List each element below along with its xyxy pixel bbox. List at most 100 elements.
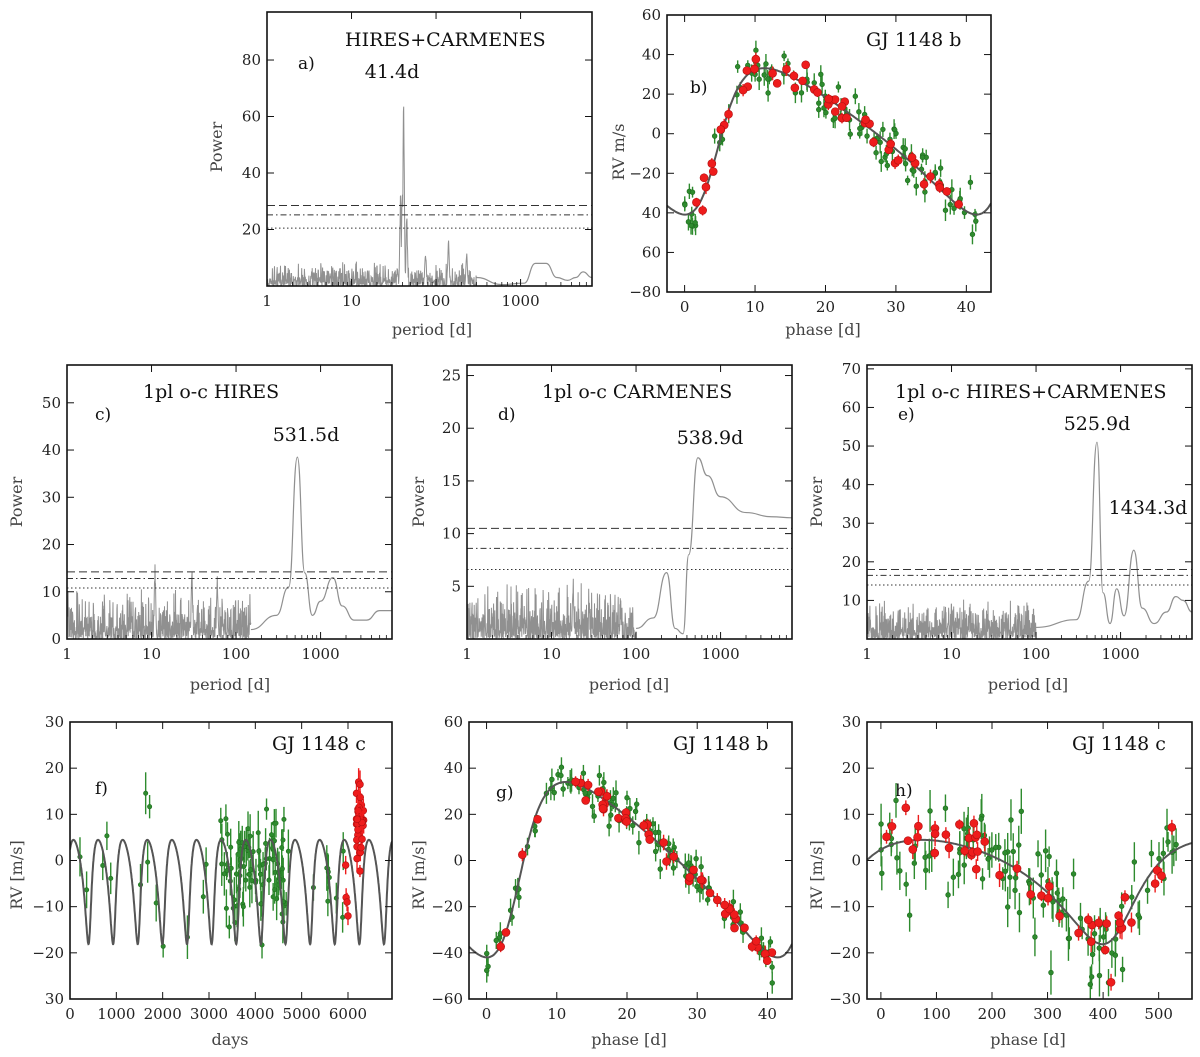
panel-label-f: f)	[95, 779, 108, 799]
x-tick-label-c: 10	[142, 645, 161, 663]
hires-point	[685, 860, 692, 866]
hires-point	[919, 154, 926, 161]
rv-points-g	[469, 757, 792, 994]
plot-frame-a	[266, 11, 593, 287]
x-tick-label-e: 1	[862, 645, 872, 663]
ylabel-h: RV [m/s]	[807, 840, 826, 909]
hires-point	[223, 905, 229, 911]
hires-point	[682, 202, 688, 208]
carmenes-point	[353, 854, 361, 863]
carmenes-point	[358, 835, 366, 843]
carmenes-point	[1045, 882, 1054, 891]
hires-point	[1038, 872, 1044, 878]
y-tick-label-e: 20	[842, 553, 861, 571]
hires-point	[266, 877, 272, 883]
carmenes-point	[639, 821, 649, 830]
carmenes-point	[973, 847, 982, 856]
power-curve-c	[250, 456, 392, 631]
hires-point	[652, 848, 659, 855]
x-tick-label-f: 1000	[97, 1005, 135, 1023]
y-tick-label-c: 40	[42, 441, 61, 459]
model-curve-g	[469, 781, 792, 959]
hires-point	[903, 881, 909, 887]
carmenes-point	[919, 179, 929, 189]
x-tick-label-d: 1000	[701, 645, 739, 663]
title-h: GJ 1148 c	[1072, 733, 1166, 755]
carmenes-point	[893, 156, 903, 165]
carmenes-point	[1157, 871, 1166, 881]
hires-point	[993, 844, 999, 851]
plot-frame-d	[466, 364, 793, 640]
carmenes-point	[842, 113, 851, 123]
y-tick-label-d: 10	[442, 525, 461, 543]
hires-point	[694, 883, 700, 890]
x-tick-label-d: 100	[622, 645, 651, 663]
hires-point	[877, 139, 883, 146]
carmenes-point	[740, 923, 749, 933]
hires-point	[279, 866, 285, 872]
carmenes-point	[903, 836, 913, 845]
hires-point	[927, 808, 933, 814]
panel-label-a: a)	[298, 54, 315, 74]
hires-point	[558, 772, 564, 779]
carmenes-point	[941, 830, 951, 839]
y-tick-label-d: 20	[442, 419, 461, 437]
hires-point	[1040, 902, 1047, 908]
panel-g-rv-phase: g) GJ 1148 b phase [d] RV [m/s] 0 10 20 30 4…	[409, 713, 793, 1049]
rv-points-b	[667, 40, 991, 245]
carmenes-point	[907, 153, 917, 162]
hires-point	[711, 133, 718, 139]
hires-point	[967, 179, 974, 186]
carmenes-point	[1102, 919, 1111, 928]
x-tick-label-h: 100	[922, 1005, 951, 1023]
carmenes-point	[581, 796, 590, 805]
panel-d-periodogram: d) 1pl o-c CARMENES period [d] Power 538…	[409, 364, 793, 694]
hires-point	[1016, 842, 1022, 848]
x-tick-label-f: 0	[65, 1005, 75, 1023]
carmenes-point	[689, 865, 698, 875]
y-tick-label-h: 0	[851, 852, 861, 870]
carmenes-point	[1026, 890, 1035, 899]
carmenes-point	[1094, 918, 1104, 928]
hires-point	[84, 887, 90, 893]
hires-point	[233, 871, 239, 877]
power-curve-a	[476, 262, 592, 286]
xlabel-a: period [d]	[392, 320, 472, 339]
hires-point	[281, 816, 287, 822]
title-b: GJ 1148 b	[866, 29, 961, 51]
periodogram-a	[267, 106, 592, 286]
carmenes-point	[696, 875, 706, 885]
carmenes-point	[762, 956, 772, 966]
y-tick-label-g: 0	[453, 852, 463, 870]
hires-point	[904, 177, 911, 184]
y-tick-label-b: 40	[642, 204, 661, 222]
x-tick-label-c: 100	[222, 645, 251, 663]
y-tick-label-h: 20	[842, 759, 861, 777]
y-tick-label-g: 60	[444, 713, 463, 731]
rv-points-f	[70, 768, 392, 960]
hires-point	[636, 839, 642, 846]
panel-b-rv-phase: b) GJ 1148 b phase [d] RV m/s 0 10 20 30 40 −…	[609, 6, 992, 339]
hires-point	[493, 937, 499, 944]
hires-point	[798, 90, 805, 96]
hires-point	[1048, 969, 1054, 976]
y-tick-label-c: 50	[42, 394, 61, 412]
x-tick-label-e: 1000	[1101, 645, 1139, 663]
hires-point	[1148, 850, 1155, 857]
hires-point	[878, 158, 884, 165]
carmenes-point	[901, 803, 911, 813]
carmenes-point	[837, 102, 847, 111]
hires-point	[765, 76, 771, 82]
carmenes-point	[1043, 893, 1053, 903]
plot-frame-g	[468, 721, 793, 1000]
carmenes-point	[772, 79, 782, 88]
panel-label-h: h)	[895, 781, 913, 801]
hires-point	[608, 812, 614, 818]
ylabel-g: RV [m/s]	[409, 840, 428, 909]
hires-point	[857, 125, 863, 132]
hires-point	[632, 808, 639, 815]
carmenes-point	[571, 777, 580, 787]
hires-point	[816, 106, 822, 113]
carmenes-point	[869, 137, 878, 147]
hires-point	[1002, 850, 1008, 856]
